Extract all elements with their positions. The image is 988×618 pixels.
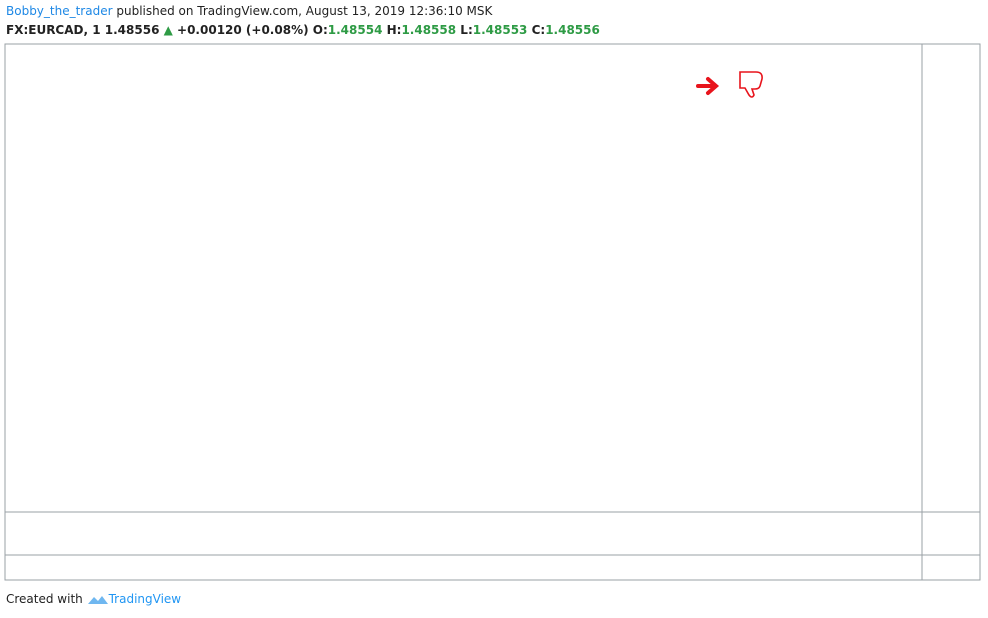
thumbs-down: [739, 71, 763, 98]
annotation-icons: [696, 71, 763, 98]
footer: Created with TradingView: [6, 592, 181, 606]
l-label: L:: [460, 23, 473, 37]
h: 1.48558: [401, 23, 457, 37]
c-label: C:: [531, 23, 546, 37]
last: 1.48556: [104, 23, 160, 37]
ohlc-line: FX:EURCAD, 1 1.48556 ▲ +0.00120 (+0.08%)…: [6, 23, 600, 37]
created: Created with: [6, 592, 83, 606]
o-label: O:: [312, 23, 328, 37]
l: 1.48553: [472, 23, 528, 37]
brand[interactable]: TradingView: [108, 592, 182, 606]
author[interactable]: Bobby_the_trader: [6, 4, 113, 18]
symbol: FX:EURCAD, 1: [6, 23, 101, 37]
c: 1.48556: [545, 23, 600, 37]
o: 1.48554: [327, 23, 383, 37]
change: +0.00120 (+0.08%): [177, 23, 309, 37]
header-line: Bobby_the_trader published on TradingVie…: [6, 4, 492, 18]
published: published on TradingView.com, August 13,…: [116, 4, 493, 18]
h-label: H:: [386, 23, 402, 37]
chart: [4, 43, 981, 581]
frame: [4, 43, 981, 581]
logo: [87, 595, 108, 604]
arrow: ▲: [163, 23, 173, 37]
red-arrow: [696, 77, 720, 95]
